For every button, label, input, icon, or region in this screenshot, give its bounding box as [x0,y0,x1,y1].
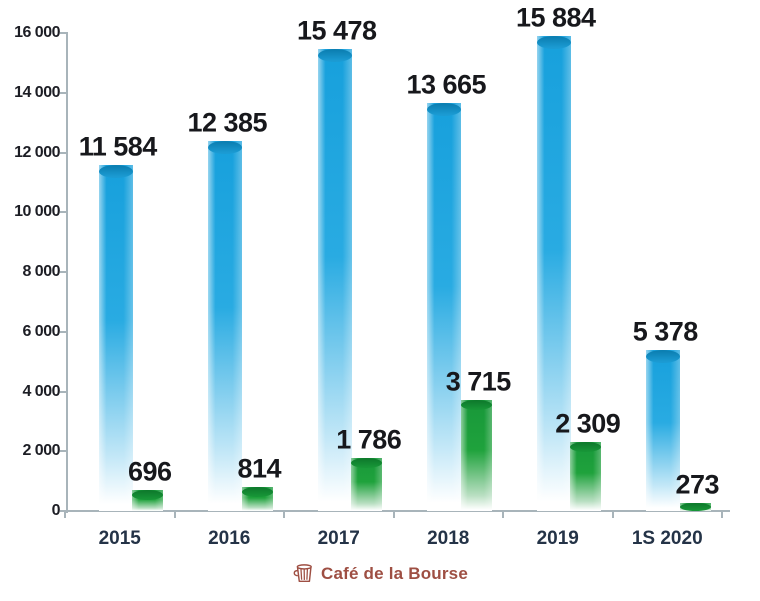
blue-bar-top [536,36,571,49]
blue-bar [427,103,462,511]
blue-bar-top [646,350,681,363]
green-bar-top [241,487,273,497]
y-axis-tick [60,91,68,94]
bar-value-label: 3 715 [445,366,512,397]
green-bar-top [570,442,602,452]
bar-value-label: 13 665 [406,69,487,100]
blue-bar-top [317,49,352,62]
bar-value-label: 15 884 [515,2,596,33]
x-axis-tick [283,512,285,518]
blue-bar [208,141,243,511]
bar-value-label: 15 478 [296,15,377,46]
y-axis-label: 6 000 [22,322,60,340]
y-axis-tick [60,271,68,273]
y-axis-label: 2 000 [22,442,60,460]
x-axis-line [62,510,730,512]
y-axis-label: 14 000 [14,83,60,101]
x-axis-tick [173,512,176,518]
blue-bar [98,165,133,511]
bar-value-label: 273 [675,469,720,500]
x-axis-label: 2019 [536,528,579,549]
y-axis-label: 0 [51,502,61,519]
bar-value-label: 2 309 [555,408,621,439]
y-axis-label: 16 000 [14,24,60,41]
green-bar-top [460,400,492,410]
blue-bar [317,49,352,511]
green-bar-top [351,458,383,468]
blue-bar [536,36,571,511]
green-bar [570,442,602,511]
green-bar [241,487,273,511]
watermark: Café de la Bourse [0,563,760,584]
y-axis-line [66,33,68,513]
green-bar [351,458,383,511]
watermark-text: Café de la Bourse [320,563,468,583]
y-axis-label: 10 000 [14,203,60,221]
blue-bar-top [208,141,243,154]
y-axis-tick [60,330,68,333]
bar-value-label: 12 385 [187,107,268,138]
bar-value-label: 1 786 [336,424,402,455]
coffee-cup-icon [292,563,314,584]
x-axis-tick [502,512,504,518]
x-axis-tick [64,512,66,518]
y-axis-label: 4 000 [22,382,60,400]
x-axis-label: 2017 [317,528,360,549]
y-axis-label: 8 000 [22,263,60,280]
bar-value-label: 11 584 [78,131,158,162]
green-bar-top [679,503,711,511]
blue-bar-top [427,103,462,116]
x-axis-tick [611,512,614,518]
y-axis-tick [60,151,68,154]
x-axis-label: 2018 [427,528,470,549]
y-axis-tick [60,390,68,393]
y-axis-tick [60,510,68,512]
x-axis-tick [721,512,723,518]
blue-bar-top [98,165,133,178]
y-axis-tick [60,211,68,214]
y-axis-tick [60,450,68,453]
x-axis-tick [392,512,395,518]
green-bar [132,490,164,511]
y-axis-label: 12 000 [14,143,60,161]
green-bar [679,503,711,511]
y-axis-tick [60,32,68,34]
green-bar [460,400,492,511]
x-axis-label: 2016 [208,528,251,549]
bar-value-label: 814 [237,453,282,484]
x-axis-label: 1S 2020 [631,528,703,549]
green-bar-top [132,490,164,500]
bar-value-label: 696 [127,456,172,487]
x-axis-label: 2015 [98,528,141,549]
blue-bar [646,350,681,511]
bar-value-label: 5 378 [632,316,699,347]
